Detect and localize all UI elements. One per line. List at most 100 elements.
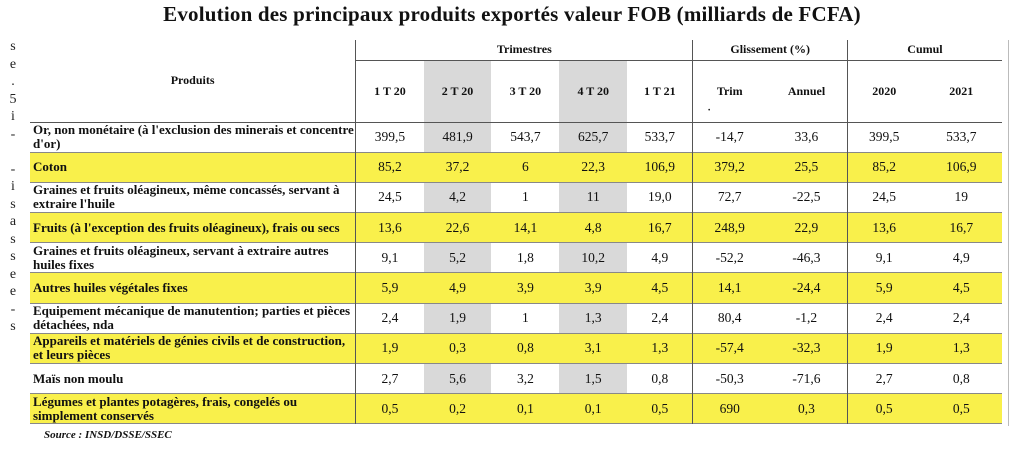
value-cell: 1,8 — [516, 249, 534, 265]
value-cell: 0,1 — [491, 393, 560, 424]
product-name: Maïs non moulu — [30, 363, 357, 394]
value-cell: 1,9 — [423, 303, 492, 334]
margin-char — [6, 143, 20, 161]
value-cell: 0,5 — [355, 393, 424, 424]
value-cell: 22,6 — [423, 212, 492, 243]
table-row: Graines et fruits oléagineux, servant à … — [30, 242, 1002, 273]
margin-char: i — [11, 179, 15, 194]
value-cell: 10,2 — [559, 242, 628, 273]
value-cell: 13,6 — [355, 212, 424, 243]
quarter-header: 1 T 21 — [627, 60, 694, 122]
margin-char: - — [10, 301, 16, 317]
value-cell: 2,7 — [381, 370, 399, 386]
value-cell: 0,5 — [627, 393, 694, 424]
margin-char: s — [10, 319, 16, 334]
right-border — [1008, 40, 1009, 426]
value-cell: -71,6 — [766, 363, 848, 394]
value-cell: 1,3 — [920, 333, 1002, 364]
quarter-header: 3 T 20 — [509, 83, 542, 98]
table-row: Coton 85,2 37,2 6 22,3 106,9 379,2 25,5 85,2 106,… — [30, 152, 1002, 183]
margin-char: e — [9, 266, 17, 282]
value-cell: -50,3 — [715, 370, 744, 386]
value-cell: 14,1 — [491, 212, 560, 243]
value-cell: 13,6 — [847, 212, 921, 243]
trim-header: Trim · — [693, 60, 766, 122]
margin-char: s — [10, 231, 16, 247]
value-cell: 24,5 — [378, 189, 402, 205]
value-cell: 399,5 — [374, 129, 406, 145]
value-cell: 22,3 — [559, 152, 628, 183]
value-cell: 3,9 — [559, 272, 628, 304]
value-cell: 1,9 — [847, 333, 921, 364]
margin-char: e — [9, 56, 17, 72]
margin-char: s — [10, 39, 16, 54]
value-cell: 4,8 — [559, 212, 628, 243]
quarter-header: 2 T 20 — [423, 60, 492, 122]
source-note: Source : INSD/DSSE/SSEC — [44, 429, 172, 441]
value-cell: 0,3 — [766, 393, 848, 424]
value-cell: 4,5 — [920, 272, 1002, 304]
margin-char: s — [10, 249, 16, 264]
table-title: Evolution des principaux produits export… — [163, 2, 861, 26]
value-cell: 72,7 — [717, 189, 742, 205]
year-header: 2020 — [872, 83, 897, 98]
annuel-header: Annuel — [766, 60, 848, 122]
value-cell: 11 — [559, 182, 628, 213]
value-cell: 0,8 — [491, 333, 560, 364]
value-cell: -14,7 — [715, 129, 744, 145]
value-cell: 5,9 — [847, 272, 921, 304]
value-cell: 1,9 — [355, 333, 424, 364]
value-cell: 0,5 — [847, 393, 921, 424]
value-cell: 543,7 — [510, 129, 541, 145]
value-cell: 19,0 — [627, 182, 694, 213]
value-cell: -46,3 — [766, 242, 848, 273]
product-name: Or, non monétaire (à l'exclusion des min… — [30, 122, 357, 153]
value-cell: 3,2 — [516, 370, 534, 386]
margin-char: . — [11, 74, 15, 89]
products-header: Produits — [30, 40, 357, 122]
value-cell: 690 — [692, 393, 767, 424]
margin-char: - — [10, 126, 16, 142]
cumul-header: Cumul — [907, 42, 943, 57]
value-cell: 0,8 — [627, 363, 694, 394]
value-cell: 3,1 — [559, 333, 628, 364]
value-cell: -57,4 — [692, 333, 767, 364]
table-row: Fruits (à l'exception des fruits oléagin… — [30, 212, 1002, 243]
value-cell: -32,3 — [766, 333, 848, 364]
value-cell: 1,3 — [627, 333, 694, 364]
year-header: 2021 — [949, 83, 974, 98]
value-cell: 481,9 — [423, 122, 492, 153]
product-name: Equipement mécanique de manutention; par… — [30, 303, 357, 334]
margin-char: s — [10, 196, 16, 212]
table-row: Appareils et matériels de génies civils … — [30, 333, 1002, 364]
table-row: Maïs non moulu 2,7 5,6 3,2 1,5 0,8 -50,3 -71,6 2… — [30, 363, 1002, 394]
value-cell: 16,7 — [627, 212, 694, 243]
value-cell: 25,5 — [766, 152, 848, 183]
quarter-header: 4 T 20 — [559, 60, 628, 122]
value-cell: 106,9 — [920, 152, 1002, 183]
table-row: Autres huiles végétales fixes 5,9 4,9 3,9 3,… — [30, 272, 1002, 304]
product-name: Graines et fruits oléagineux, servant à … — [30, 242, 357, 273]
value-cell: 1 — [522, 189, 529, 205]
value-cell: 625,7 — [559, 122, 628, 153]
table-row: Graines et fruits oléagineux, même conca… — [30, 182, 1002, 213]
value-cell: -1,2 — [766, 303, 848, 334]
value-cell: 6 — [491, 152, 560, 183]
value-cell: 33,6 — [766, 122, 848, 153]
value-cell: 19 — [954, 189, 969, 205]
value-cell: 1,3 — [559, 303, 628, 334]
value-cell: 1 — [522, 310, 529, 326]
value-cell: -24,4 — [766, 272, 848, 304]
value-cell: 9,1 — [875, 249, 893, 265]
value-cell: 80,4 — [717, 310, 742, 326]
value-cell: 22,9 — [766, 212, 848, 243]
value-cell: 37,2 — [423, 152, 492, 183]
value-cell: 85,2 — [355, 152, 424, 183]
value-cell: 4,9 — [952, 249, 970, 265]
value-cell: 2,4 — [875, 310, 893, 326]
value-cell: 399,5 — [869, 129, 900, 145]
margin-char: e — [9, 284, 17, 299]
table-row: Or, non monétaire (à l'exclusion des min… — [30, 122, 1002, 153]
value-cell: 9,1 — [381, 249, 399, 265]
